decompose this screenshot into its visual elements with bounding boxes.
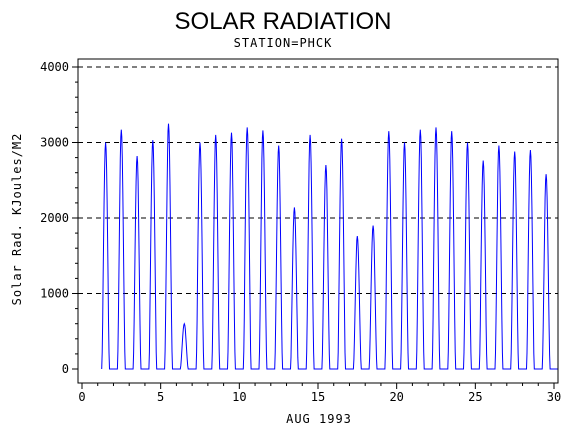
x-tick-label: 5 (157, 390, 164, 404)
plot-frame (77, 58, 559, 384)
y-tick-label: 2000 (40, 211, 69, 225)
chart-title: SOLAR RADIATION (175, 8, 392, 35)
y-tick-label: 0 (62, 362, 69, 376)
x-tick-label: 30 (547, 390, 561, 404)
grid-lines (78, 66, 558, 294)
series-line (101, 123, 558, 370)
y-axis-label: Solar Rad. KJoules/M2 (10, 133, 24, 306)
y-tick-label: 3000 (40, 136, 69, 150)
x-tick-label: 10 (232, 390, 246, 404)
x-tick-label: 0 (78, 390, 85, 404)
x-tick-label: 20 (389, 390, 403, 404)
y-tick-label: 1000 (40, 287, 69, 301)
chart-subtitle: STATION=PHCK (234, 36, 333, 50)
x-tick-label: 25 (468, 390, 482, 404)
y-axis-ticks: 0 1000 2000 3000 4000 (40, 60, 78, 376)
x-axis-label: AUG 1993 (286, 412, 352, 426)
x-tick-label: 15 (311, 390, 325, 404)
x-axis-ticks: 0 5 10 15 20 25 30 (78, 383, 561, 404)
y-tick-label: 4000 (40, 60, 69, 74)
